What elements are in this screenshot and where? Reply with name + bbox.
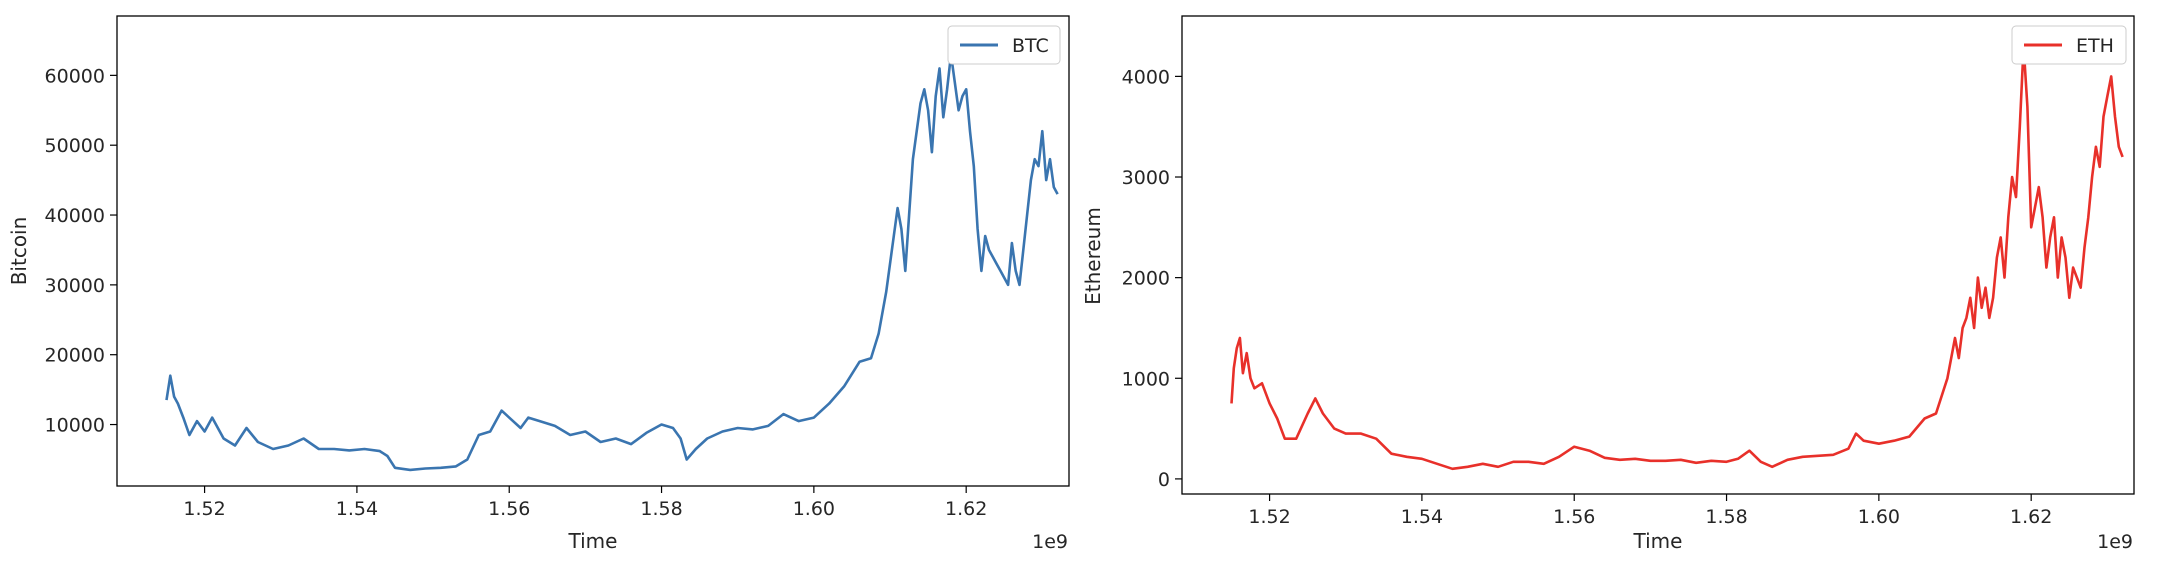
btc-x-ticks: 1.52 1.54 1.56 1.58 1.60 1.62: [183, 486, 987, 520]
btc-y-tick-label: 20000: [45, 345, 105, 367]
eth-series-line: [1230, 44, 2124, 471]
eth-x-tick-label: 1.54: [1401, 506, 1443, 528]
btc-x-axis-label: Time: [568, 529, 618, 553]
btc-legend: BTC: [947, 25, 1061, 65]
eth-x-tick-label: 1.60: [1858, 506, 1900, 528]
eth-y-ticks: 0 1000 2000 3000 4000: [1122, 66, 1182, 491]
btc-legend-label: BTC: [1012, 35, 1049, 57]
eth-legend-label: ETH: [2076, 35, 2114, 57]
btc-legend-box: [947, 25, 1061, 65]
btc-y-tick-label: 60000: [45, 65, 105, 87]
btc-x-tick-label: 1.52: [183, 498, 225, 520]
btc-y-tick-label: 50000: [45, 135, 105, 157]
eth-y-tick-label: 0: [1158, 469, 1170, 491]
eth-x-axis-label: Time: [1633, 529, 1683, 553]
eth-x-tick-label: 1.62: [2010, 506, 2052, 528]
btc-series-line: [165, 53, 1059, 472]
btc-axes-frame: [116, 15, 1070, 487]
eth-y-tick-label: 4000: [1122, 66, 1170, 88]
btc-x-tick-label: 1.60: [793, 498, 835, 520]
btc-x-tick-label: 1.56: [488, 498, 530, 520]
btc-y-ticks: 10000 20000 30000 40000 50000 60000: [45, 65, 117, 437]
eth-legend: ETH: [2011, 25, 2127, 65]
eth-chart: 1.52 1.54 1.56 1.58 1.60 1.62 0 1000 2000 3000 40…: [1081, 15, 2135, 553]
btc-x-offset-label: 1e9: [1032, 531, 1068, 553]
eth-axes-frame: [1181, 15, 2135, 495]
eth-y-tick-label: 1000: [1122, 368, 1170, 390]
eth-x-offset-label: 1e9: [2097, 531, 2133, 553]
eth-y-axis-label: Ethereum: [1081, 207, 1105, 305]
eth-y-tick-label: 2000: [1122, 268, 1170, 290]
eth-legend-box: [2011, 25, 2127, 65]
btc-x-tick-label: 1.58: [640, 498, 682, 520]
btc-y-tick-label: 30000: [45, 275, 105, 297]
eth-y-tick-label: 3000: [1122, 167, 1170, 189]
eth-x-tick-label: 1.58: [1705, 506, 1747, 528]
btc-y-axis-label: Bitcoin: [7, 217, 31, 286]
btc-x-tick-label: 1.54: [336, 498, 378, 520]
eth-x-tick-label: 1.56: [1553, 506, 1595, 528]
btc-y-tick-label: 10000: [45, 415, 105, 437]
eth-x-ticks: 1.52 1.54 1.56 1.58 1.60 1.62: [1248, 494, 2052, 528]
btc-x-tick-label: 1.62: [945, 498, 987, 520]
btc-y-tick-label: 40000: [45, 205, 105, 227]
btc-chart: 1.52 1.54 1.56 1.58 1.60 1.62 10000 20000 30000…: [7, 15, 1070, 553]
eth-x-tick-label: 1.52: [1248, 506, 1290, 528]
